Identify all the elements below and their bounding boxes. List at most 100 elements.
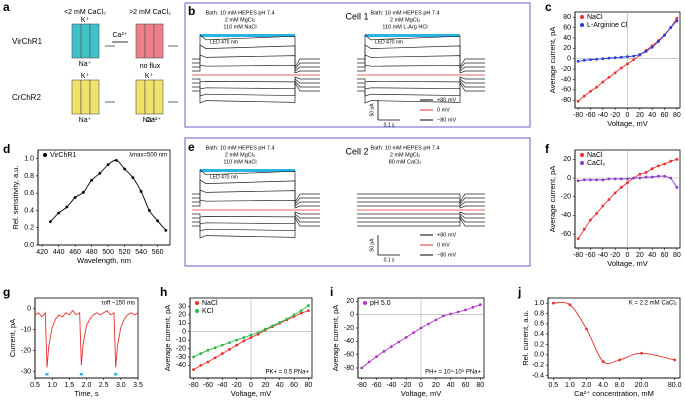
- data-point: [589, 89, 592, 93]
- stimulus-mark: [114, 373, 118, 376]
- trace: [357, 193, 485, 204]
- data-point: [73, 196, 77, 199]
- y-tick-label: -10: [176, 337, 186, 344]
- data-point: [235, 343, 239, 347]
- y-tick-label: -0.4: [532, 372, 544, 379]
- x-tick-label: 3.5: [133, 382, 143, 389]
- x-tick-label: -60: [371, 382, 381, 389]
- scale-label: 50 pA: [369, 238, 375, 252]
- data-point: [228, 341, 231, 345]
- panel-label: i: [330, 285, 333, 299]
- data-point: [90, 178, 94, 182]
- trace: [357, 34, 485, 69]
- ion-label: Na⁺: [79, 117, 92, 124]
- legend-marker: [195, 301, 199, 305]
- data-point: [123, 167, 127, 171]
- data-point: [589, 178, 592, 182]
- y-tick-label: -40: [561, 212, 571, 219]
- data-point: [613, 56, 617, 60]
- channel: [153, 23, 164, 59]
- channel: [153, 79, 164, 115]
- data-point: [456, 310, 460, 314]
- light-pulse: [200, 34, 295, 37]
- stimulus-mark: [45, 373, 49, 376]
- y-tick-label: 0.8: [24, 173, 34, 180]
- y-tick-label: -80: [561, 97, 571, 104]
- data-point: [220, 352, 224, 355]
- voltage-label: −80 mV: [437, 117, 456, 123]
- y-tick-label: 0.4: [24, 207, 34, 214]
- data-point: [675, 157, 679, 161]
- data-point: [675, 19, 679, 23]
- data-point: [307, 304, 310, 307]
- x-tick-label: -20: [401, 382, 411, 389]
- x-tick-label: 1.5: [64, 382, 74, 389]
- channel: [71, 23, 82, 59]
- data-point: [656, 40, 660, 43]
- y-tick-label: -10: [21, 326, 31, 333]
- scale-label: 0.1 s: [384, 257, 395, 263]
- trace: [357, 213, 485, 219]
- y-tick-label: -20: [561, 66, 571, 73]
- data-point: [595, 178, 599, 182]
- data-point: [412, 331, 415, 335]
- data-point: [292, 313, 296, 317]
- x-tick-label: 80: [673, 252, 681, 259]
- y-axis-label: Current, pA: [8, 319, 17, 357]
- data-point: [626, 177, 629, 181]
- x-tick-label: -80: [573, 112, 583, 119]
- y-tick-label: 0.6: [24, 190, 34, 197]
- data-point: [619, 66, 623, 70]
- condition-label: >2 mM CaCl₂: [129, 9, 171, 16]
- y-tick-label: 20: [346, 298, 354, 305]
- x-tick-label: 420: [36, 249, 48, 256]
- data-point: [263, 327, 267, 331]
- y-tick-label: 0.2: [24, 225, 34, 232]
- ion-label: Ca²⁺: [113, 32, 128, 39]
- y-tick-label: 0: [182, 329, 186, 336]
- data-point: [65, 205, 69, 209]
- data-point: [131, 176, 135, 180]
- y-tick-label: -40: [344, 338, 354, 345]
- data-point: [220, 343, 224, 347]
- x-tick-label: 440: [53, 249, 65, 256]
- legend-marker: [580, 23, 584, 27]
- data-point: [650, 167, 654, 171]
- x-tick-label: 60: [661, 252, 669, 259]
- annotation: τoff ~150 ms: [101, 301, 135, 307]
- data-point: [601, 178, 605, 182]
- channel: [144, 23, 155, 59]
- y-tick-label: -20: [344, 325, 354, 332]
- x-tick-label: -80: [189, 382, 199, 389]
- data-point: [601, 57, 605, 61]
- channel-name: CrChR2: [12, 93, 41, 102]
- trace: [357, 215, 485, 223]
- y-tick-label: 20: [563, 156, 571, 163]
- x-tick-label: 2.5: [99, 382, 109, 389]
- legend-label: NaCl: [587, 14, 603, 21]
- bath-label: Bath: 10 mM HEPES pH 7.4: [205, 145, 274, 151]
- legend-marker: [580, 153, 584, 157]
- data-point: [626, 62, 629, 66]
- y-tick-label: 10: [178, 320, 186, 327]
- panel-label: e: [188, 140, 195, 154]
- y-tick-label: 0: [27, 305, 31, 312]
- data-point: [375, 355, 378, 359]
- y-axis-label: Average current, pA: [548, 27, 557, 94]
- bath-label: 2 mM MgCl₂: [225, 17, 255, 23]
- legend-label: NaCl: [202, 300, 218, 307]
- data-point: [595, 57, 599, 61]
- data-point: [601, 80, 605, 84]
- data-point: [576, 237, 580, 241]
- y-tick-label: 80: [563, 14, 571, 21]
- panel-label: d: [3, 142, 10, 156]
- data-point: [106, 163, 110, 167]
- bath-label: 110 mM NaCl: [223, 24, 256, 30]
- series-line: [34, 309, 139, 368]
- annotation: λmax=500 nm: [129, 153, 167, 159]
- x-tick-label: 0.5: [30, 382, 40, 389]
- y-axis-label: Rel. current, a.u.: [521, 310, 530, 365]
- series-line: [50, 159, 167, 231]
- x-tick-label: 540: [135, 249, 147, 256]
- trace: [357, 81, 485, 104]
